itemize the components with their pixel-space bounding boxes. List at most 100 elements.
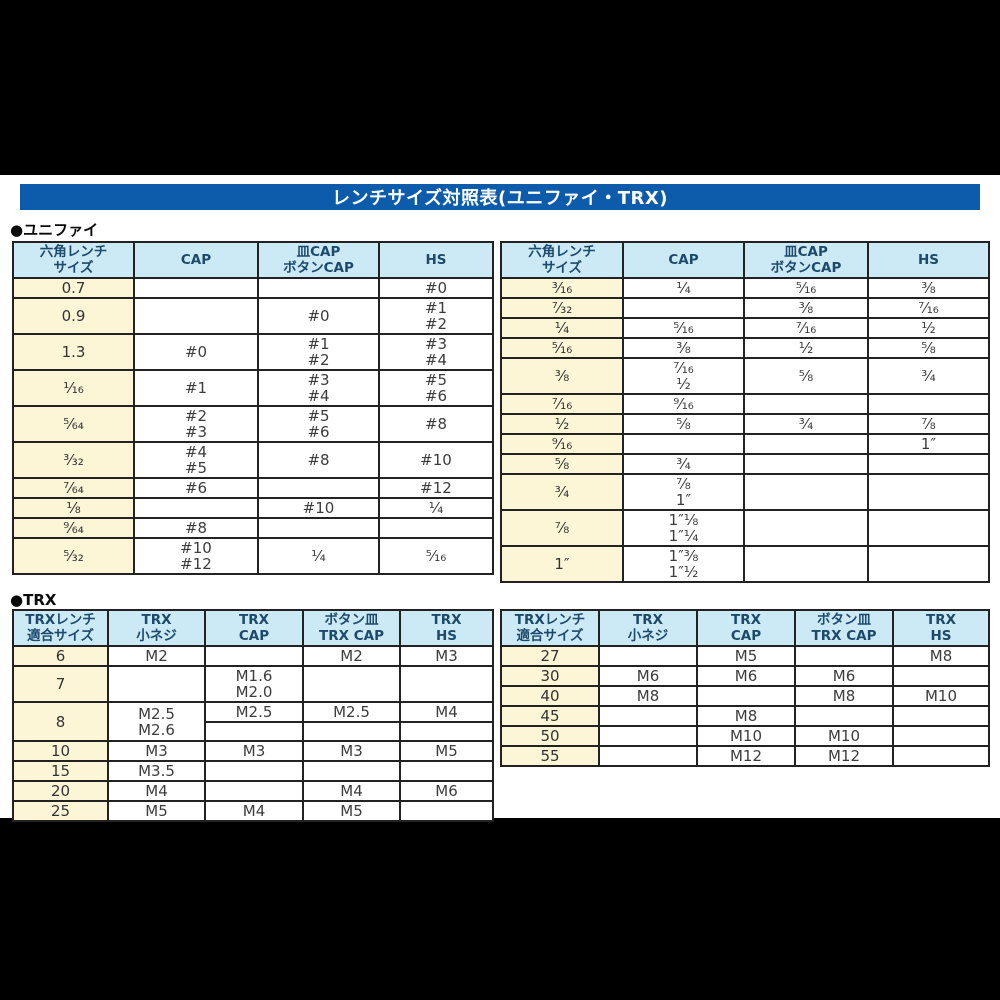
table-row: 55 M12 M12	[500, 745, 990, 767]
value-cell: #8	[378, 405, 494, 443]
table-row: ⁷⁄₆₄ #6 #12	[12, 477, 494, 499]
table-row: ³⁄₁₆ ¹⁄₄ ⁵⁄₁₆ ³⁄₈	[500, 277, 990, 299]
value-cell	[622, 297, 745, 319]
size-cell: ¹⁄₄	[500, 317, 624, 339]
value-cell	[867, 509, 990, 547]
value-cell	[743, 433, 869, 455]
value-cell: M4	[204, 800, 304, 822]
table-row: 25 M5 M4 M5	[12, 800, 494, 822]
value-cell: ¹⁄₄	[622, 277, 745, 299]
value-cell	[892, 665, 990, 687]
value-cell: M8	[794, 685, 894, 707]
size-cell: ⁵⁄₈	[500, 453, 624, 475]
trx-wrench-table-right: TRXレンチ 適合サイズ TRX 小ネジ TRX CAP ボタン皿 TRX CAP TR…	[500, 609, 990, 767]
size-cell: ³⁄₃₂	[12, 441, 135, 479]
value-cell: M2	[302, 645, 401, 667]
table-row: 20 M4 M4 M6	[12, 780, 494, 802]
value-cell	[867, 473, 990, 511]
size-cell: ⁷⁄₃₂	[500, 297, 624, 319]
size-cell: 15	[12, 760, 109, 782]
value-cell: M5	[696, 645, 796, 667]
value-cell	[892, 725, 990, 747]
value-cell: ⁷⁄₈	[867, 413, 990, 435]
value-cell: ⁵⁄₈	[622, 413, 745, 435]
size-cell: 10	[12, 740, 109, 762]
table-row: 0.7 #0	[12, 277, 494, 299]
table-row: 8 M2.5 M2.6 M2.5 M2.5 M4	[12, 701, 494, 742]
value-cell: ⁷⁄₁₆	[867, 297, 990, 319]
size-cell: 45	[500, 705, 600, 727]
size-cell: ⁹⁄₆₄	[12, 517, 135, 539]
value-cell: #10	[378, 441, 494, 479]
value-cell: ³⁄₄	[867, 357, 990, 395]
value-cell: ⁹⁄₁₆	[622, 393, 745, 415]
table-row: 50 M10 M10	[500, 725, 990, 747]
value-cell: ¹⁄₄	[257, 537, 380, 575]
value-cell: ³⁄₄	[743, 413, 869, 435]
value-cell: M2.5	[302, 701, 401, 723]
value-cell: M4	[302, 780, 401, 802]
table-row: 0.9 #0 #1 #2	[12, 297, 494, 335]
header-row: TRXレンチ 適合サイズ TRX 小ネジ TRX CAP ボタン皿 TRX CAP TR…	[12, 609, 494, 647]
value-cell: #1 #2	[378, 297, 494, 335]
value-cell	[399, 721, 494, 742]
value-cell: ⁵⁄₁₆	[743, 277, 869, 299]
value-cell: 1″¹⁄₈ 1″¹⁄₄	[622, 509, 745, 547]
table-row: ¹⁄₂ ⁵⁄₈ ³⁄₄ ⁷⁄₈	[500, 413, 990, 435]
value-cell: #3 #4	[257, 369, 380, 407]
value-cell	[204, 721, 304, 742]
table-row: 27 M5 M8	[500, 645, 990, 667]
value-cell: #1 #2	[257, 333, 380, 371]
value-cell: #2 #3	[133, 405, 259, 443]
table-row: ⁵⁄₃₂ #10 #12 ¹⁄₄ ⁵⁄₁₆	[12, 537, 494, 575]
value-cell: M4	[107, 780, 206, 802]
value-cell	[204, 645, 304, 667]
value-cell: #3 #4	[378, 333, 494, 371]
table-row: 1″ 1″³⁄₈ 1″¹⁄₂	[500, 545, 990, 583]
value-cell	[794, 705, 894, 727]
size-cell: ⁷⁄₁₆	[500, 393, 624, 415]
table-row: ⁷⁄₈ 1″¹⁄₈ 1″¹⁄₄	[500, 509, 990, 547]
value-cell	[892, 705, 990, 727]
value-cell	[696, 685, 796, 707]
value-cell: ⁵⁄₁₆	[622, 317, 745, 339]
value-cell	[794, 645, 894, 667]
column-header: TRX HS	[892, 609, 990, 647]
table-row: ¹⁄₄ ⁵⁄₁₆ ⁷⁄₁₆ ¹⁄₂	[500, 317, 990, 339]
column-header: TRX HS	[399, 609, 494, 647]
column-header: CAP	[622, 241, 745, 279]
table-row: ⁹⁄₁₆ 1″	[500, 433, 990, 455]
size-cell: 27	[500, 645, 600, 667]
value-cell: #0	[378, 277, 494, 299]
value-cell: M3	[399, 645, 494, 667]
value-cell: ⁷⁄₈ 1″	[622, 473, 745, 511]
table-row: 7 M1.6 M2.0	[12, 665, 494, 703]
value-cell: ⁷⁄₁₆ ¹⁄₂	[622, 357, 745, 395]
size-cell: ¹⁄₂	[500, 413, 624, 435]
column-header: HS	[378, 241, 494, 279]
value-cell: M2.5	[204, 701, 304, 723]
table-row: ³⁄₄ ⁷⁄₈ 1″	[500, 473, 990, 511]
column-header: TRX CAP	[204, 609, 304, 647]
table-row: ⁵⁄₆₄ #2 #3 #5 #6 #8	[12, 405, 494, 443]
value-cell: ³⁄₈	[867, 277, 990, 299]
header-row: TRXレンチ 適合サイズ TRX 小ネジ TRX CAP ボタン皿 TRX CAP TR…	[500, 609, 990, 647]
value-cell	[622, 433, 745, 455]
value-cell	[257, 517, 380, 539]
value-cell	[302, 721, 401, 742]
table-row: ⁹⁄₆₄ #8	[12, 517, 494, 539]
value-cell: M2	[107, 645, 206, 667]
page-title: レンチサイズ対照表(ユニファイ・TRX)	[332, 188, 668, 209]
section-label-unify: ●ユニファイ	[10, 221, 99, 239]
column-header: ボタン皿 TRX CAP	[302, 609, 401, 647]
value-cell	[302, 760, 401, 782]
table-row: 40 M8 M8 M10	[500, 685, 990, 707]
value-cell: #8	[133, 517, 259, 539]
size-cell: ¹⁄₁₆	[12, 369, 135, 407]
value-cell	[743, 393, 869, 415]
value-cell	[743, 473, 869, 511]
size-cell: 40	[500, 685, 600, 707]
value-cell: #8	[257, 441, 380, 479]
value-cell	[133, 277, 259, 299]
